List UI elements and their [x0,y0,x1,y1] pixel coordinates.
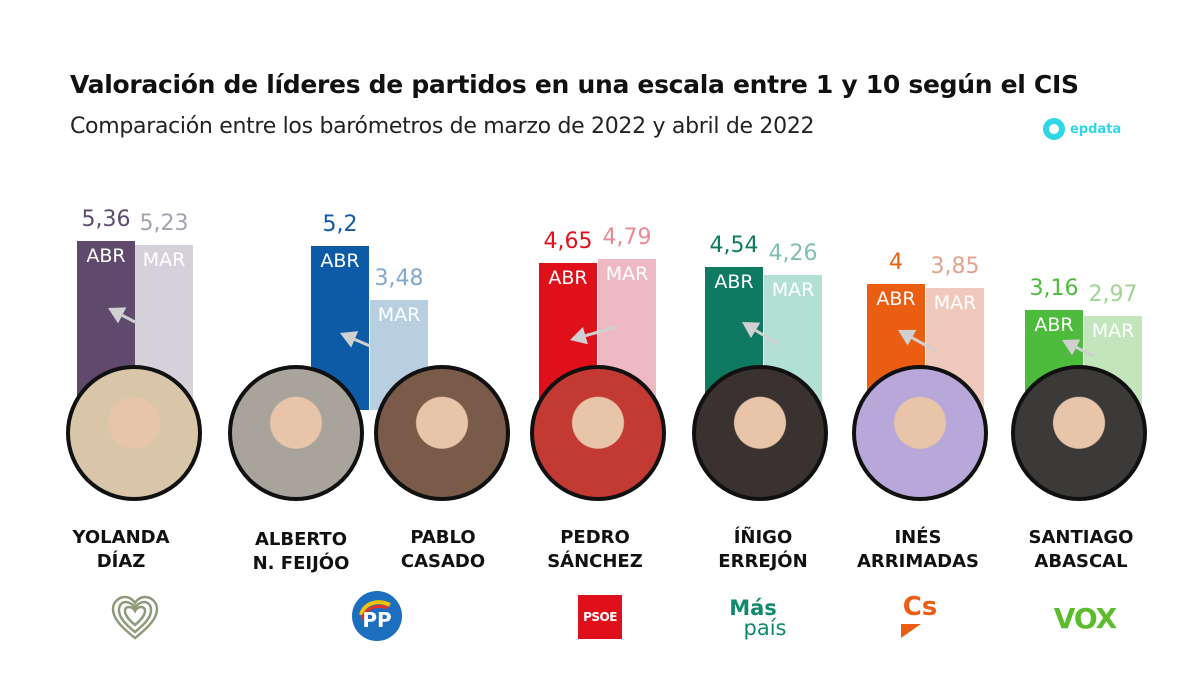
brand-text: epdata [1070,121,1122,137]
data-label-abr-3: 4,65 [543,229,593,254]
data-label-mar-4: 4,26 [768,241,818,266]
data-label-abr-4: 4,54 [709,233,759,258]
data-label-mar-6: 2,97 [1088,282,1138,307]
name-line: YOLANDA [72,527,170,548]
series-label-mar-6: MAR [1091,320,1135,342]
pp-logo-icon: PP [352,591,402,641]
series-label-mar-4: MAR [771,279,815,301]
series-label-mar-5: MAR [933,292,977,314]
series-label-abr-0: ABR [86,245,126,267]
name-line: CASADO [400,551,486,572]
photo-casado [374,365,510,501]
sumar-heart-logo-icon [108,592,162,644]
leader-name-sanchez: PEDRO SÁNCHEZ [520,526,670,574]
leader-name-casado: PABLO CASADO [368,526,518,574]
data-label-mar-0: 5,23 [139,211,189,236]
vox-logo-icon: VOX [1042,600,1128,636]
psoe-logo-text: PSOE [583,610,617,624]
photo-pedro-sanchez [530,365,666,501]
name-line: PABLO [410,527,476,548]
series-label-abr-3: ABR [548,267,588,289]
name-line: ALBERTO [254,529,348,550]
photo-feijoo [228,365,364,501]
photo-errejon [692,365,828,501]
data-label-abr-1: 5,2 [322,212,358,237]
data-label-mar-5: 3,85 [930,254,980,279]
photo-abascal [1011,365,1147,501]
leader-name-errejon: ÍÑIGO ERREJÓN [688,526,838,574]
photo-yolanda-diaz [66,365,202,501]
chart-subtitle: Comparación entre los barómetros de marz… [70,114,815,139]
cs-logo-text: Cs [902,592,938,622]
series-label-abr-5: ABR [876,288,916,310]
data-label-abr-0: 5,36 [81,207,131,232]
epdata-logo-icon [1043,118,1065,140]
name-line: PEDRO [560,527,630,548]
mas-pais-line1: Más [729,596,777,620]
series-label-abr-4: ABR [714,271,754,293]
series-label-abr-1: ABR [320,250,360,272]
series-label-mar-3: MAR [605,263,649,285]
series-label-mar-2: MAR [377,304,421,326]
vox-logo-text: VOX [1053,601,1118,635]
photo-arrimadas [852,365,988,501]
name-line: ARRIMADAS [856,551,980,572]
series-label-mar-0: MAR [142,249,186,271]
name-line: INÉS [894,527,942,548]
name-line: N. FEIJÓO [252,553,350,574]
chart-title: Valoración de líderes de partidos en una… [70,70,1079,99]
data-label-mar-3: 4,79 [602,225,652,250]
leader-name-arrimadas: INÉS ARRIMADAS [843,526,993,574]
series-label-abr-6: ABR [1034,314,1074,336]
mas-pais-logo-icon: Más país [718,594,802,642]
data-label-mar-2: 3,48 [374,266,424,291]
data-label-abr-5: 4 [889,250,903,275]
psoe-logo-icon: PSOE [578,595,622,639]
name-line: SANTIAGO [1028,527,1134,548]
epdata-brand: epdata [1043,118,1121,140]
mas-pais-line2: país [743,616,787,640]
data-label-abr-6: 3,16 [1029,276,1079,301]
leader-name-abascal: SANTIAGO ABASCAL [1006,526,1156,574]
leader-name-feijoo: ALBERTO N. FEIJÓO [226,528,376,576]
leader-name-yolanda-diaz: YOLANDA DÍAZ [46,526,196,574]
name-line: SÁNCHEZ [547,551,643,572]
name-line: ÍÑIGO [733,527,793,548]
name-line: DÍAZ [96,551,146,572]
name-line: ABASCAL [1034,551,1128,572]
cs-logo-icon: Cs [892,590,948,642]
name-line: ERREJÓN [718,551,808,572]
pp-logo-text: PP [362,608,392,632]
